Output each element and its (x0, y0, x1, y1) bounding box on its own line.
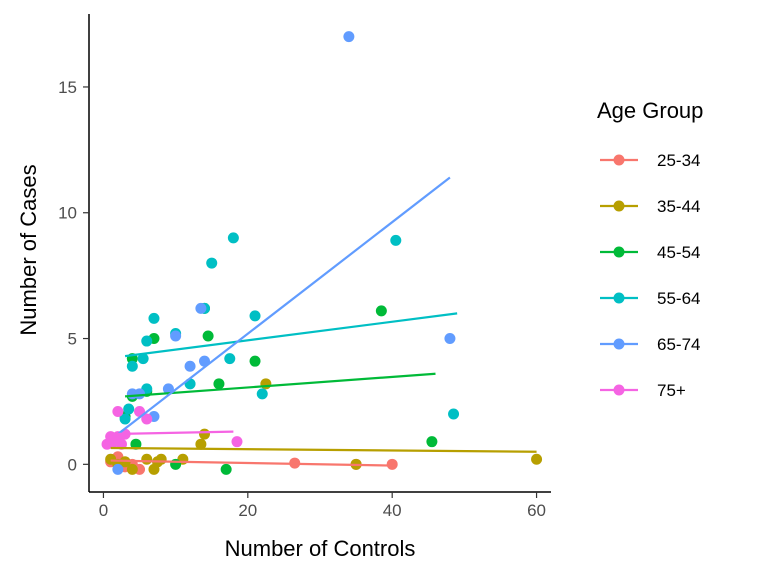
y-tick-label: 5 (68, 330, 77, 349)
legend-label: 75+ (657, 381, 686, 400)
data-point (375, 305, 387, 317)
data-point (112, 405, 124, 417)
data-point (220, 463, 232, 475)
trend-line-35-44 (110, 446, 537, 453)
x-axis: 0 20 40 60 (89, 491, 551, 520)
trend-line-55-64 (124, 312, 458, 358)
legend-key-point (613, 154, 625, 166)
data-point (213, 378, 225, 390)
data-point (170, 330, 182, 342)
data-point (155, 453, 167, 465)
legend-key-point (613, 338, 625, 350)
data-point (170, 458, 182, 470)
x-tick-label: 0 (99, 501, 108, 520)
data-point (224, 353, 236, 365)
data-point (184, 360, 196, 372)
plot-area (101, 31, 543, 475)
data-point (386, 458, 398, 470)
data-point (444, 333, 456, 345)
data-point (141, 413, 153, 425)
data-point (195, 438, 207, 450)
series-55-64 (119, 232, 460, 425)
x-tick-label: 60 (527, 501, 546, 520)
data-point (126, 463, 138, 475)
data-point (141, 335, 153, 347)
data-point (126, 360, 138, 372)
legend-label: 25-34 (657, 151, 700, 170)
series-75+ (101, 405, 243, 450)
trend-line-25-34 (110, 459, 393, 467)
data-point (137, 353, 149, 365)
legend-item: 25-34 (600, 151, 700, 170)
legend-items: 25-34 35-44 45-54 55-64 65-74 75+ (600, 151, 700, 400)
legend-key-point (613, 246, 625, 258)
data-point (227, 232, 239, 244)
data-point (256, 388, 268, 400)
legend-label: 55-64 (657, 289, 700, 308)
legend-key-point (613, 292, 625, 304)
legend-key-point (613, 384, 625, 396)
data-point (130, 438, 142, 450)
data-point (249, 355, 261, 367)
legend-item: 75+ (600, 381, 686, 400)
data-point (148, 312, 160, 324)
data-point (119, 413, 131, 425)
legend-label: 45-54 (657, 243, 700, 262)
data-point (141, 453, 153, 465)
data-point (206, 257, 218, 269)
trend-line-75+ (107, 430, 234, 436)
data-point (202, 330, 214, 342)
x-tick-label: 20 (238, 501, 257, 520)
legend-label: 65-74 (657, 335, 700, 354)
legend-title: Age Group (597, 98, 703, 123)
legend: Age Group 25-34 35-44 45-54 55-64 65-74 75+ (597, 98, 703, 400)
trend-line-45-54 (125, 372, 436, 398)
y-tick-label: 0 (68, 455, 77, 474)
legend-item: 65-74 (600, 335, 700, 354)
x-tick-label: 40 (383, 501, 402, 520)
legend-label: 35-44 (657, 197, 700, 216)
data-point (134, 388, 146, 400)
data-point (123, 403, 135, 415)
y-axis: 0 5 10 15 (58, 14, 90, 492)
data-point (343, 31, 355, 43)
x-axis-title: Number of Controls (225, 536, 416, 561)
data-point (249, 310, 261, 322)
y-tick-label: 15 (58, 78, 77, 97)
legend-key-point (613, 200, 625, 212)
data-point (426, 436, 438, 448)
data-point (195, 302, 207, 314)
data-point (448, 408, 460, 420)
legend-item: 35-44 (600, 197, 700, 216)
data-point (390, 234, 402, 246)
data-point (112, 463, 124, 475)
trend-line-65-74 (117, 176, 451, 436)
series-65-74 (112, 31, 456, 475)
data-point (260, 378, 272, 390)
legend-item: 55-64 (600, 289, 700, 308)
y-tick-label: 10 (58, 204, 77, 223)
legend-item: 45-54 (600, 243, 700, 262)
data-point (199, 428, 210, 440)
y-axis-title: Number of Cases (16, 164, 41, 335)
data-point (531, 453, 543, 465)
data-point (231, 436, 243, 448)
